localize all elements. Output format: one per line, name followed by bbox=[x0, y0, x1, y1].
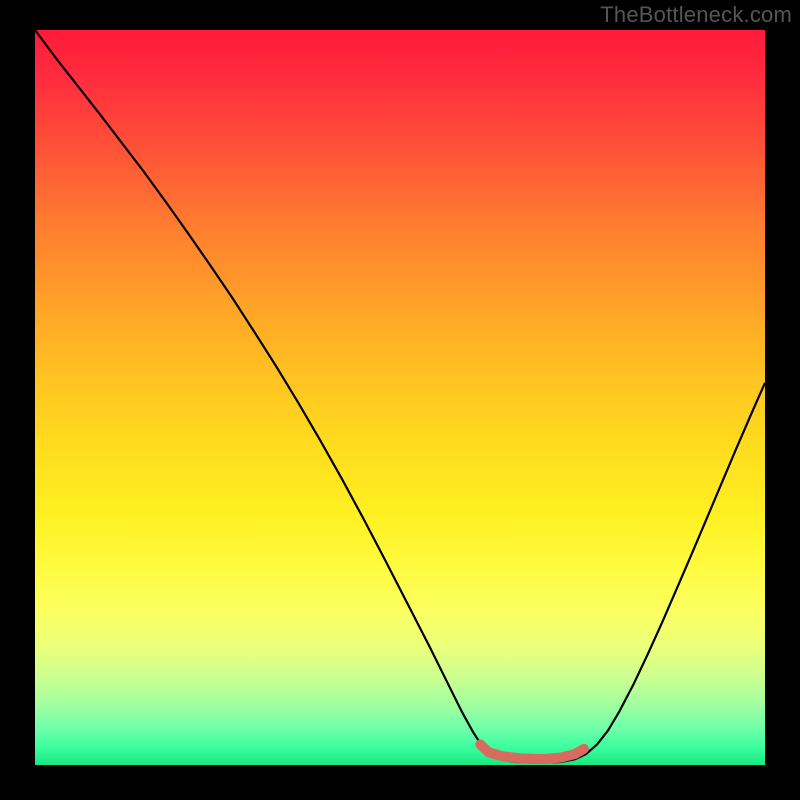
plot-area bbox=[35, 30, 765, 765]
watermark-text: TheBottleneck.com bbox=[600, 2, 792, 28]
chart-svg bbox=[0, 0, 800, 800]
bottleneck-chart: TheBottleneck.com bbox=[0, 0, 800, 800]
